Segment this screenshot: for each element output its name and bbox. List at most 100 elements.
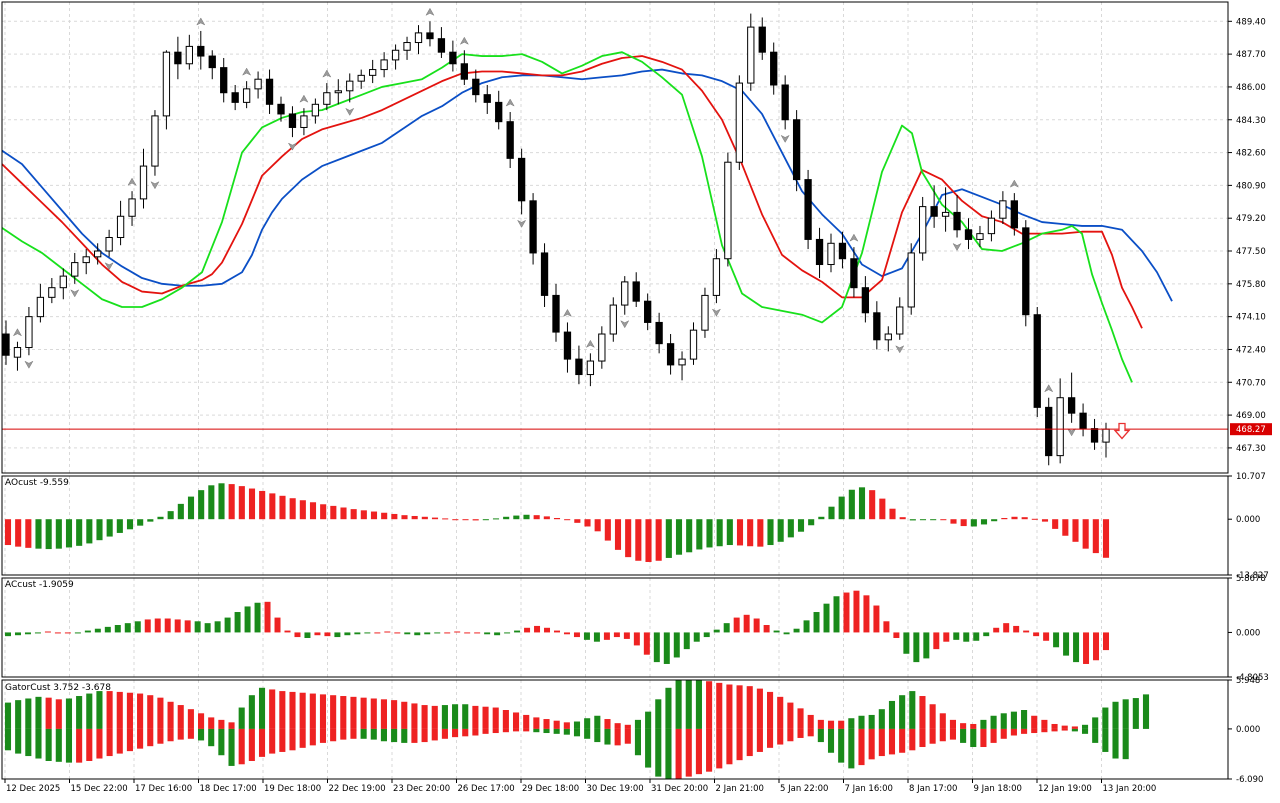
alligator-lips-line[interactable] [1, 51, 1133, 383]
candle[interactable] [976, 225, 984, 248]
candle[interactable] [632, 272, 640, 307]
candle[interactable] [896, 297, 904, 340]
candle[interactable] [403, 36, 411, 60]
candle[interactable] [220, 57, 228, 103]
candle[interactable] [151, 110, 159, 176]
alligator-jaw-line[interactable] [1, 68, 1173, 302]
candle[interactable] [586, 353, 595, 387]
candle[interactable] [930, 185, 938, 228]
candle[interactable] [414, 25, 423, 55]
candle[interactable] [391, 44, 400, 70]
candle[interactable] [575, 345, 583, 385]
candle[interactable] [116, 200, 125, 246]
candle[interactable] [953, 195, 961, 238]
candle[interactable] [59, 268, 67, 300]
candle[interactable] [666, 334, 675, 375]
candle[interactable] [655, 312, 663, 354]
candle[interactable] [1079, 403, 1087, 437]
candle[interactable] [449, 40, 457, 72]
candle[interactable] [609, 297, 617, 342]
candle[interactable] [873, 301, 881, 350]
candle[interactable] [770, 42, 778, 95]
alligator-teeth-line[interactable] [1, 55, 1143, 329]
candle[interactable] [1090, 418, 1099, 450]
candle[interactable] [598, 326, 606, 369]
gator-panel[interactable] [4, 680, 1150, 780]
candle[interactable] [919, 196, 927, 261]
candle[interactable] [540, 243, 549, 307]
candle[interactable] [506, 112, 514, 169]
candle[interactable] [941, 187, 950, 232]
candle[interactable] [495, 90, 503, 130]
candle[interactable] [483, 85, 491, 114]
candle[interactable] [838, 231, 847, 269]
candle[interactable] [644, 293, 652, 331]
candle[interactable] [987, 210, 996, 242]
candle[interactable] [1033, 306, 1041, 418]
ac-panel[interactable] [5, 590, 1109, 664]
price-panel[interactable] [1, 7, 1228, 466]
candle[interactable] [472, 69, 480, 103]
candle[interactable] [2, 320, 10, 365]
candle[interactable] [380, 52, 388, 78]
candle[interactable] [311, 98, 320, 124]
candle[interactable] [712, 249, 721, 304]
candle[interactable] [724, 152, 732, 267]
candle[interactable] [804, 169, 812, 250]
candle[interactable] [747, 13, 755, 91]
candle[interactable] [907, 243, 915, 315]
candle[interactable] [334, 79, 342, 105]
candle[interactable] [162, 50, 171, 130]
candle[interactable] [861, 276, 870, 323]
candle[interactable] [460, 50, 468, 86]
candle[interactable] [139, 148, 148, 209]
candle[interactable] [1056, 378, 1064, 464]
candle[interactable] [174, 36, 182, 80]
candle[interactable] [277, 96, 285, 122]
candle[interactable] [552, 283, 560, 342]
candle[interactable] [71, 252, 79, 284]
ao-panel[interactable] [4, 483, 1110, 562]
candle[interactable] [82, 249, 90, 275]
candle[interactable] [36, 283, 45, 323]
candle[interactable] [850, 247, 858, 298]
candle[interactable] [678, 351, 686, 381]
candle[interactable] [735, 75, 743, 170]
candle[interactable] [781, 75, 789, 130]
candle[interactable] [517, 148, 526, 215]
candle[interactable] [999, 191, 1007, 224]
candle[interactable] [13, 341, 22, 371]
candle[interactable] [265, 69, 274, 114]
candle[interactable] [563, 322, 572, 373]
candle[interactable] [94, 243, 102, 265]
candle[interactable] [964, 218, 973, 250]
candle[interactable] [323, 83, 331, 111]
candle[interactable] [197, 30, 205, 70]
candle[interactable] [1022, 220, 1030, 327]
candle[interactable] [529, 193, 537, 265]
candle[interactable] [48, 278, 56, 304]
candle[interactable] [346, 73, 354, 103]
candle[interactable] [369, 59, 377, 84]
candle[interactable] [185, 34, 193, 70]
candle[interactable] [231, 85, 239, 111]
candle[interactable] [815, 227, 824, 279]
candle[interactable] [437, 27, 446, 58]
candle[interactable] [827, 233, 835, 273]
candle[interactable] [357, 69, 365, 89]
candle[interactable] [128, 191, 136, 226]
candle[interactable] [701, 287, 709, 338]
candle[interactable] [1010, 193, 1018, 236]
candle[interactable] [1045, 397, 1053, 466]
candle[interactable] [288, 106, 297, 138]
candle[interactable] [25, 306, 33, 356]
candle[interactable] [792, 110, 801, 192]
candle[interactable] [758, 17, 766, 60]
candle[interactable] [426, 21, 434, 47]
candle[interactable] [689, 322, 698, 365]
candle[interactable] [208, 50, 216, 80]
candle[interactable] [105, 229, 113, 257]
candle[interactable] [242, 81, 251, 109]
